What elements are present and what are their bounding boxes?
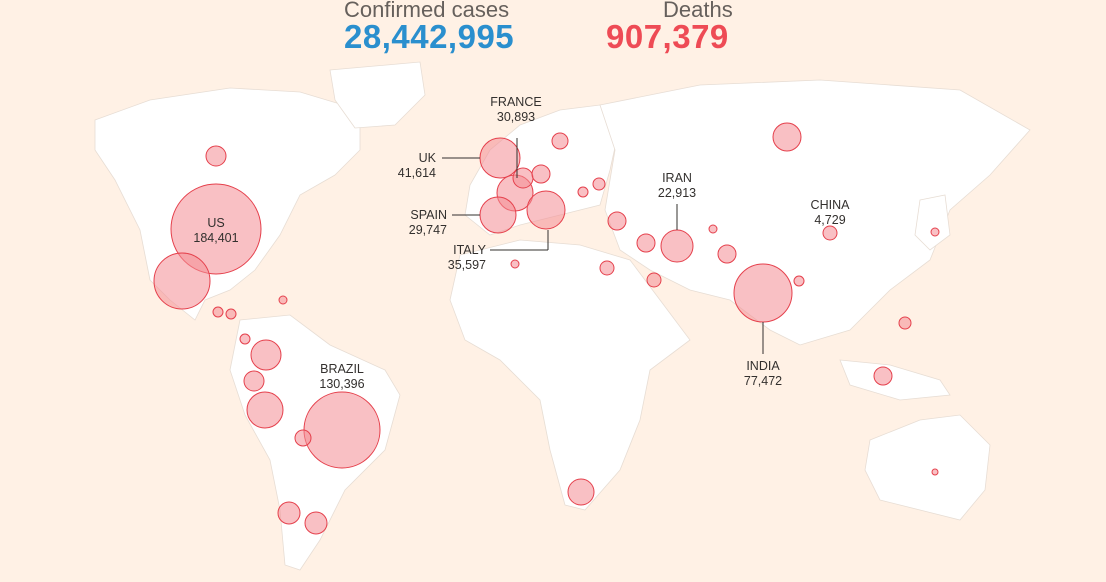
label-brazil-name: BRAZIL <box>320 362 364 376</box>
label-france-deaths: 30,893 <box>497 110 535 124</box>
label-us-deaths: 184,401 <box>193 231 238 245</box>
greenland-land <box>329 61 426 129</box>
deaths-value: 907,379 <box>606 18 729 55</box>
label-spain-name: SPAIN <box>410 208 447 222</box>
bubble-peru <box>246 391 284 429</box>
africa-land <box>449 239 691 511</box>
bubble-germany <box>531 164 551 184</box>
leader-lines <box>442 138 764 354</box>
bubble-canada <box>205 145 227 167</box>
label-uk-deaths: 41,614 <box>398 166 436 180</box>
bubble-algeria <box>510 259 520 269</box>
bubble-mexico <box>153 252 211 310</box>
bubble-honduras <box>225 308 237 320</box>
bubble-afghanistan <box>708 224 718 234</box>
bubble-philippines <box>898 316 912 330</box>
label-italy-deaths: 35,597 <box>448 258 486 272</box>
bubble-pakistan <box>717 244 737 264</box>
asia-land <box>599 79 1031 346</box>
japan-land <box>914 194 951 251</box>
australia-land <box>864 414 991 521</box>
bubble-ukraine <box>592 177 606 191</box>
land-masses <box>94 61 1031 571</box>
label-iran-deaths: 22,913 <box>658 186 696 200</box>
bubble-argentina <box>304 511 328 535</box>
country-labels: US 184,401 BRAZIL 130,396 INDIA 77,472 U… <box>193 95 850 391</box>
confirmed-cases-label: Confirmed cases <box>344 0 510 22</box>
bubble-japan <box>930 227 940 237</box>
bubble-india <box>733 263 793 323</box>
death-bubbles <box>153 122 940 535</box>
bubble-sweden <box>551 132 569 150</box>
label-india-deaths: 77,472 <box>744 374 782 388</box>
bubble-iran <box>660 229 694 263</box>
label-us-name: US <box>207 216 224 230</box>
bubble-indonesia <box>873 366 893 386</box>
bubble-guatemala <box>212 306 224 318</box>
label-italy-name: ITALY <box>453 243 487 257</box>
bubble-russia <box>772 122 802 152</box>
bubble-romania <box>577 186 589 198</box>
bubble-uk <box>479 137 521 179</box>
label-china-deaths: 4,729 <box>814 213 845 227</box>
label-brazil-deaths: 130,396 <box>319 377 364 391</box>
bubble-colombia <box>250 339 282 371</box>
bubble-bolivia <box>294 429 312 447</box>
bubble-ecuador <box>243 370 265 392</box>
label-uk-name: UK <box>419 151 437 165</box>
bubble-chile <box>277 501 301 525</box>
bubble-iraq <box>636 233 656 253</box>
confirmed-cases-value: 28,442,995 <box>344 18 515 55</box>
label-france-name: FRANCE <box>490 95 541 109</box>
bubble-dominican-rep <box>278 295 288 305</box>
label-spain-deaths: 29,747 <box>409 223 447 237</box>
bubble-spain <box>479 196 517 234</box>
bubble-australia <box>931 468 939 476</box>
bubble-belgium <box>512 167 534 189</box>
bubble-turkey <box>607 211 627 231</box>
deaths-label: Deaths <box>663 0 733 22</box>
bubble-us <box>170 183 262 275</box>
indonesia-land <box>839 359 951 401</box>
bubble-panama <box>239 333 251 345</box>
bubble-brazil <box>303 391 381 469</box>
label-india-name: INDIA <box>746 359 780 373</box>
label-china-name: CHINA <box>811 198 851 212</box>
bubble-saudi-arabia <box>646 272 662 288</box>
bubble-south-africa <box>567 478 595 506</box>
summary-stats: Confirmed cases 28,442,995 Deaths 907,37… <box>0 0 1106 58</box>
bubble-egypt <box>599 260 615 276</box>
bubble-italy <box>526 190 566 230</box>
bubble-china <box>822 225 838 241</box>
label-iran-name: IRAN <box>662 171 692 185</box>
bubble-bangladesh <box>793 275 805 287</box>
